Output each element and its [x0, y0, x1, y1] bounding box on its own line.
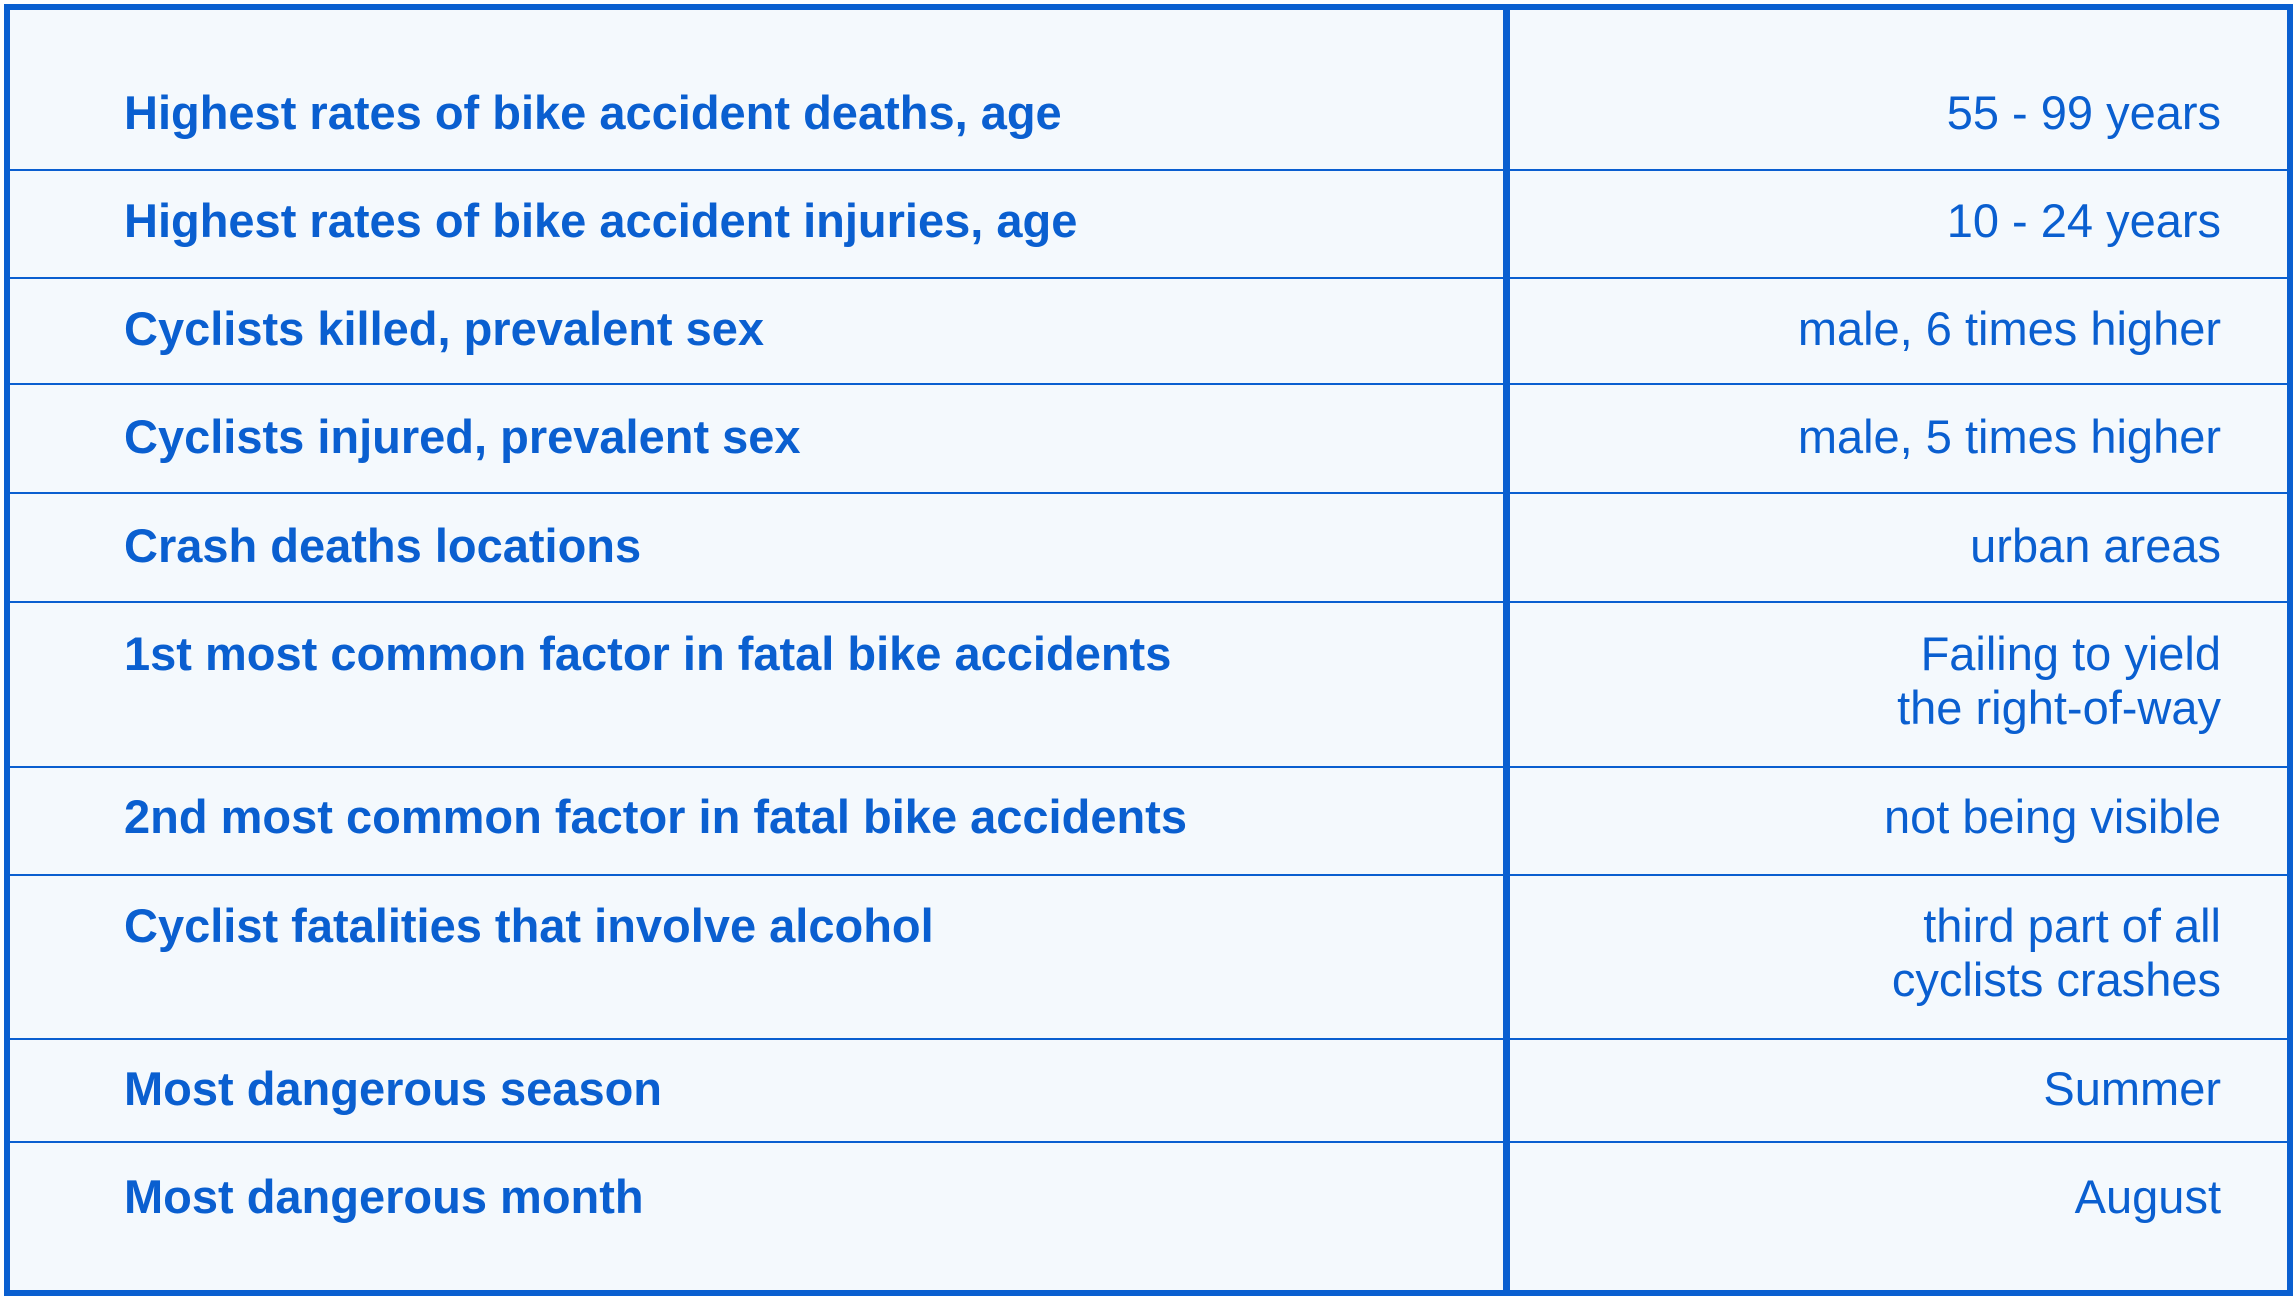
row-separator: [10, 383, 2287, 385]
row-value: August: [2074, 1170, 2221, 1223]
row-label: Highest rates of bike accident deaths, a…: [124, 86, 1062, 139]
row-value: male, 5 times higher: [1797, 410, 2221, 463]
column-divider: [1503, 10, 1510, 1290]
row-value: 55 - 99 years: [1946, 86, 2221, 139]
row-label: 2nd most common factor in fatal bike acc…: [124, 790, 1187, 843]
row-value: Failing to yield the right-of-way: [1897, 627, 2221, 734]
row-label: Cyclist fatalities that involve alcohol: [124, 899, 934, 952]
row-separator: [10, 766, 2287, 768]
row-value: Summer: [2043, 1062, 2221, 1115]
row-label: Most dangerous season: [124, 1062, 662, 1115]
row-value: third part of all cyclists crashes: [1891, 899, 2221, 1006]
row-label: Cyclists killed, prevalent sex: [124, 302, 765, 355]
row-separator: [10, 492, 2287, 494]
row-separator: [10, 277, 2287, 279]
row-separator: [10, 1038, 2287, 1040]
row-label: 1st most common factor in fatal bike acc…: [124, 627, 1172, 680]
row-label: Crash deaths locations: [124, 519, 642, 572]
row-label: Most dangerous month: [124, 1170, 644, 1223]
row-label: Highest rates of bike accident injuries,…: [124, 194, 1078, 247]
row-value: male, 6 times higher: [1797, 302, 2221, 355]
row-separator: [10, 601, 2287, 603]
row-separator: [10, 169, 2287, 171]
row-value: 10 - 24 years: [1946, 194, 2221, 247]
row-separator: [10, 874, 2287, 876]
stats-table: Highest rates of bike accident deaths, a…: [4, 4, 2293, 1296]
row-separator: [10, 1141, 2287, 1143]
row-value: not being visible: [1883, 790, 2221, 843]
row-label: Cyclists injured, prevalent sex: [124, 410, 801, 463]
row-value: urban areas: [1970, 519, 2221, 572]
